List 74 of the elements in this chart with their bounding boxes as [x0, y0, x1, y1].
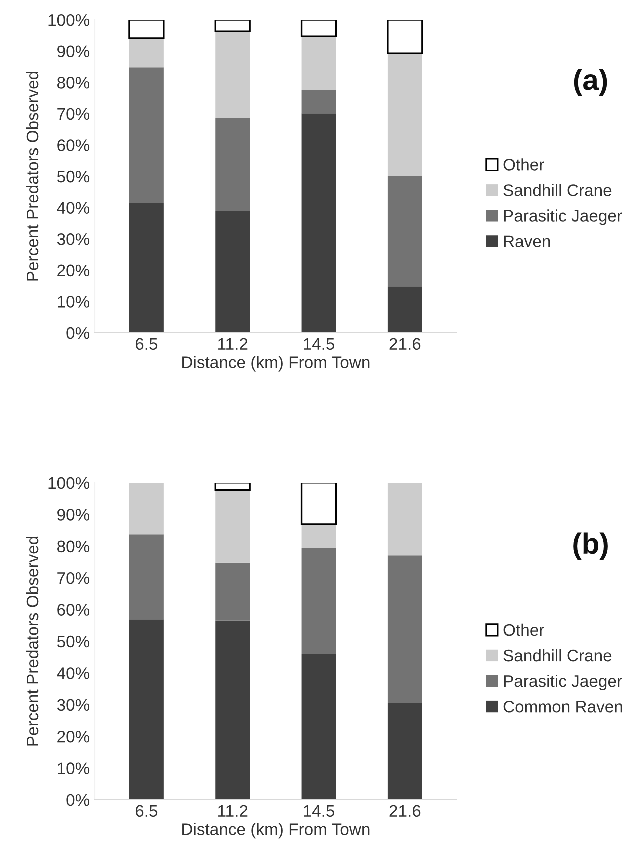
bar — [388, 556, 422, 704]
legend-label: Parasitic Jaeger — [504, 210, 622, 226]
bar — [302, 90, 336, 114]
y-tick-label: 70% — [58, 572, 90, 584]
bar — [388, 482, 422, 556]
bar — [387, 20, 424, 54]
bar — [128, 20, 165, 40]
bar — [300, 482, 338, 526]
y-tick-label: 60% — [58, 140, 90, 152]
y-tick-label: 30% — [57, 234, 90, 246]
bar — [129, 203, 164, 333]
bar — [216, 211, 250, 333]
y-tick-label: 50% — [57, 170, 90, 183]
x-tick-label: 11.2 — [218, 338, 248, 350]
legend-label: Parasitic Jaeger — [504, 675, 622, 691]
bar — [129, 620, 164, 800]
legend-label: Common Raven — [504, 700, 622, 713]
text: (a) — [574, 69, 608, 96]
bar — [302, 654, 336, 800]
y-tick-label: 80% — [58, 540, 90, 553]
legend-label: Other — [504, 624, 544, 636]
bar — [214, 20, 251, 32]
bar — [216, 620, 250, 800]
bar — [388, 54, 422, 176]
bar — [129, 68, 164, 204]
x-tick-label: 6.5 — [136, 338, 158, 350]
bar — [302, 548, 336, 654]
legend-label: Other — [504, 158, 544, 171]
y-tick-label: 100% — [48, 477, 90, 490]
bar — [129, 38, 164, 68]
bar — [388, 703, 422, 800]
y-tick-label: 30% — [57, 699, 90, 712]
bar — [302, 36, 336, 90]
y-tick-label: 90% — [58, 46, 90, 58]
y-tick-label: 20% — [58, 264, 90, 277]
bar — [129, 482, 164, 535]
y-tick-label: 10% — [58, 296, 90, 308]
y-tick-label: 70% — [58, 108, 90, 120]
y-tick-label: 100% — [48, 14, 90, 26]
y-tick-label: 0% — [66, 327, 90, 340]
bar — [388, 286, 422, 333]
x-axis-title: Distance (km) From Town — [182, 356, 370, 372]
y-tick-label: 50% — [57, 636, 90, 648]
x-tick-label: 6.5 — [136, 805, 158, 818]
x-tick-label: 21.6 — [390, 805, 421, 818]
bar — [216, 562, 250, 621]
x-tick-label: 14.5 — [304, 338, 335, 350]
y-tick-label: 60% — [58, 604, 90, 616]
y-tick-label: 40% — [57, 202, 90, 214]
legend-label: Sandhill Crane — [504, 184, 612, 196]
x-tick-label: 21.6 — [390, 338, 421, 350]
bar — [388, 176, 422, 287]
text: (b) — [574, 532, 608, 560]
legend-label: Raven — [504, 236, 550, 248]
x-tick-label: 14.5 — [304, 805, 335, 818]
y-axis-title: Percent Predators Observed — [26, 72, 39, 281]
y-tick-label: 90% — [58, 509, 90, 521]
bar — [214, 482, 251, 492]
bar — [302, 114, 336, 333]
y-tick-label: 10% — [58, 762, 90, 774]
y-tick-label: 80% — [58, 77, 90, 89]
bar — [216, 490, 250, 563]
x-axis-title: Distance (km) From Town — [182, 823, 370, 839]
y-tick-label: 40% — [57, 668, 90, 680]
legend-label: Sandhill Crane — [504, 649, 612, 662]
bar — [300, 20, 338, 38]
y-axis-title: Percent Predators Observed — [26, 536, 39, 746]
bar — [216, 32, 250, 118]
bar — [302, 524, 336, 548]
y-tick-label: 20% — [58, 730, 90, 743]
y-tick-label: 0% — [66, 794, 90, 806]
bar — [129, 534, 164, 620]
x-tick-label: 11.2 — [218, 805, 248, 817]
bar — [216, 118, 250, 212]
